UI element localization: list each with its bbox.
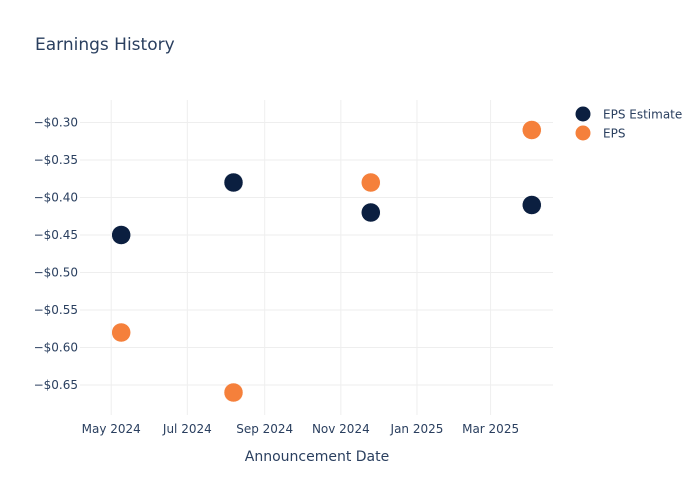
y-tick-label: −$0.55 — [34, 303, 78, 317]
data-point-eps-estimate[interactable] — [361, 202, 381, 223]
chart-title: Earnings History — [35, 35, 175, 55]
x-tick-label: Jan 2025 — [390, 422, 444, 436]
legend-item[interactable]: EPS — [575, 125, 626, 141]
x-axis-tick-labels: May 2024 Jul 2024 Sep 2024 Nov 2024 Jan 2025… — [82, 422, 519, 436]
data-point-eps-estimate[interactable] — [111, 225, 131, 245]
x-axis-title: Announcement Date — [245, 449, 389, 465]
x-tick-label: Mar 2025 — [462, 422, 519, 436]
data-point-eps[interactable] — [361, 172, 381, 193]
x-tick-label: Nov 2024 — [312, 422, 370, 436]
y-tick-label: −$0.30 — [34, 116, 78, 130]
data-point-eps[interactable] — [111, 322, 131, 343]
y-tick-label: −$0.35 — [34, 153, 78, 167]
data-point-eps-estimate[interactable] — [522, 195, 542, 215]
y-tick-label: −$0.60 — [34, 341, 78, 355]
legend-marker — [575, 125, 591, 141]
data-point-eps[interactable] — [223, 382, 244, 403]
legend[interactable]: EPS Estimate EPS — [575, 106, 683, 141]
x-tick-label: Sep 2024 — [236, 422, 293, 436]
legend-item[interactable]: EPS Estimate — [575, 106, 683, 122]
data-point-eps[interactable] — [522, 120, 542, 140]
y-axis-tick-labels: −$0.30 −$0.35 −$0.40 −$0.45 −$0.50 −$0.55 −$0.… — [34, 116, 78, 393]
legend-label: EPS — [603, 127, 625, 141]
x-tick-label: May 2024 — [82, 422, 141, 436]
data-point-eps-estimate[interactable] — [223, 172, 244, 193]
legend-marker — [575, 106, 591, 122]
legend-label: EPS Estimate — [603, 108, 682, 122]
x-tick-label: Jul 2024 — [162, 422, 212, 436]
grid-lines — [80, 100, 553, 415]
data-points — [111, 120, 542, 403]
y-tick-label: −$0.45 — [34, 228, 78, 242]
y-tick-label: −$0.65 — [34, 378, 78, 392]
y-tick-label: −$0.40 — [34, 191, 78, 205]
y-tick-label: −$0.50 — [34, 266, 78, 280]
